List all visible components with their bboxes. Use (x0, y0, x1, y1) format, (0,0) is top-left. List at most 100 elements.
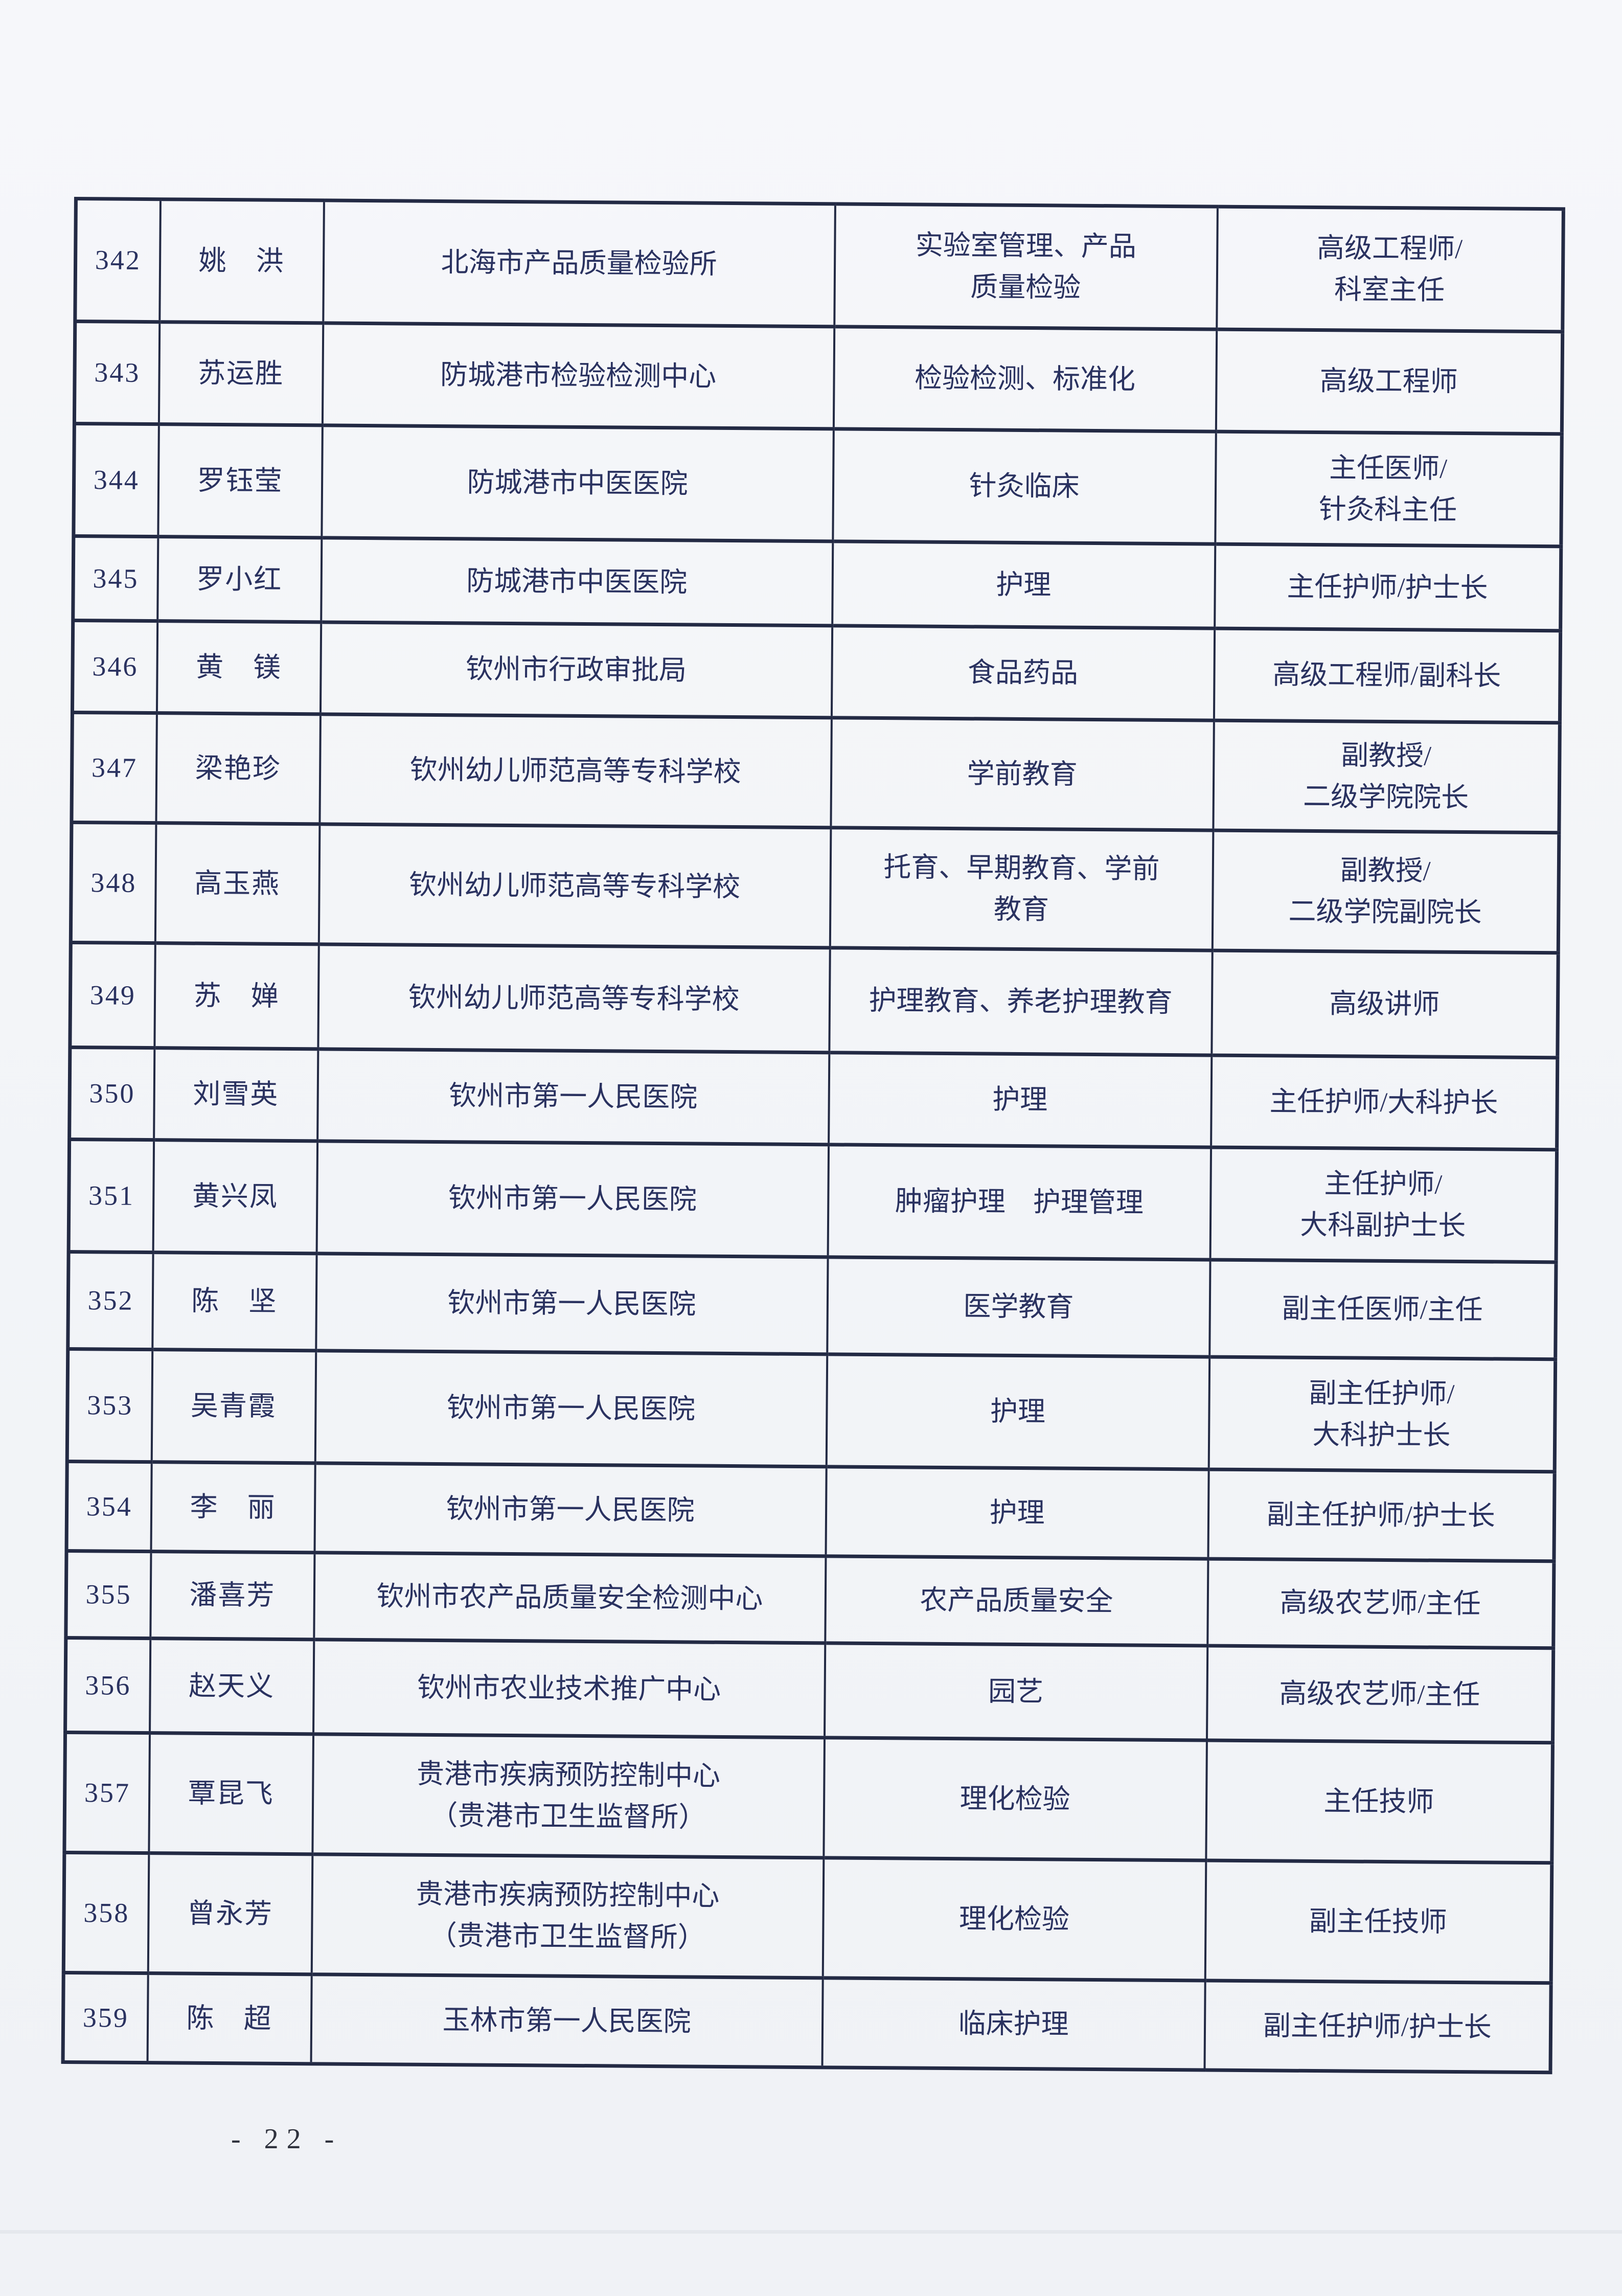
cell-professional-title: 副主任护师/ 大科护士长 (1208, 1357, 1556, 1472)
table-row: 359 陈 超 玉林市第一人民医院 临床护理 副主任护师/护士长 (63, 1972, 1551, 2073)
cell-professional-title: 主任护师/大科护长 (1210, 1055, 1558, 1150)
cell-professional-title: 副主任技师 (1205, 1860, 1552, 1983)
cell-professional-title: 主任护师/护士长 (1214, 544, 1561, 631)
cell-specialty-field: 肿瘤护理 护理管理 (828, 1144, 1211, 1260)
cell-person-name: 黄 镁 (156, 621, 321, 714)
cell-organization: 钦州市第一人民医院 (315, 1253, 828, 1354)
cell-specialty-field: 理化检验 (823, 1737, 1207, 1861)
cell-specialty-field: 护理 (828, 1052, 1212, 1148)
cell-specialty-field: 理化检验 (823, 1857, 1206, 1981)
cell-sequence-number: 356 (65, 1638, 150, 1733)
cell-sequence-number: 348 (71, 822, 156, 943)
cell-organization: 钦州市农产品质量安全检测中心 (313, 1552, 826, 1643)
table-row: 352 陈 坚 钦州市第一人民医院 医学教育 副主任医师/主任 (67, 1252, 1557, 1359)
table-row: 346 黄 镁 钦州市行政审批局 食品药品 高级工程师/副科长 (72, 620, 1561, 723)
cell-specialty-field: 园艺 (824, 1643, 1207, 1741)
table-row: 347 梁艳珍 钦州幼儿师范高等专科学校 学前教育 副教授/ 二级学院院长 (71, 712, 1560, 833)
cell-sequence-number: 359 (63, 1972, 148, 2063)
table-row: 354 李 丽 钦州市第一人民医院 护理 副主任护师/护士长 (66, 1461, 1555, 1561)
cell-person-name: 梁艳珍 (155, 713, 321, 824)
cell-organization: 钦州市行政审批局 (320, 622, 832, 718)
cell-organization: 钦州幼儿师范高等专科学校 (319, 714, 832, 828)
cell-specialty-field: 医学教育 (827, 1257, 1210, 1357)
cell-sequence-number: 351 (68, 1139, 154, 1253)
table-row: 353 吴青霞 钦州市第一人民医院 护理 副主任护师/ 大科护士长 (67, 1349, 1556, 1472)
cell-person-name: 罗钰莹 (157, 424, 323, 538)
cell-specialty-field: 农产品质量安全 (825, 1556, 1208, 1646)
cell-specialty-field: 检验检测、标准化 (833, 326, 1217, 432)
cell-specialty-field: 临床护理 (821, 1977, 1205, 2071)
table-row: 357 覃昆飞 贵港市疾病预防控制中心 （贵港市卫生监督所） 理化检验 主任技师 (64, 1732, 1553, 1863)
table-row: 358 曾永芳 贵港市疾病预防控制中心 （贵港市卫生监督所） 理化检验 副主任技… (63, 1852, 1552, 1983)
cell-sequence-number: 352 (67, 1252, 153, 1350)
cell-organization: 钦州市第一人民医院 (317, 1049, 829, 1145)
cell-person-name: 苏运胜 (158, 322, 323, 425)
cell-specialty-field: 实验室管理、产品 质量检验 (834, 203, 1218, 330)
cell-sequence-number: 346 (72, 620, 157, 713)
cell-organization: 钦州市第一人民医院 (315, 1350, 827, 1467)
cell-person-name: 高玉燕 (155, 823, 319, 944)
cell-person-name: 黄兴凤 (153, 1140, 317, 1254)
cell-organization: 北海市产品质量检验所 (323, 200, 835, 327)
cell-organization: 玉林市第一人民医院 (311, 1974, 823, 2067)
cell-person-name: 潘喜芳 (150, 1551, 314, 1640)
cell-organization: 防城港市中医医院 (321, 537, 833, 626)
cell-specialty-field: 护理 (825, 1466, 1209, 1559)
cell-organization: 钦州市第一人民医院 (314, 1463, 827, 1556)
cell-specialty-field: 护理 (826, 1354, 1209, 1470)
cell-sequence-number: 342 (75, 198, 161, 322)
cell-organization: 贵港市疾病预防控制中心 （贵港市卫生监督所） (312, 1734, 825, 1858)
cell-organization: 钦州幼儿师范高等专科学校 (317, 944, 830, 1053)
cell-person-name: 陈 超 (147, 1973, 312, 2064)
cell-sequence-number: 344 (73, 423, 159, 537)
cell-professional-title: 高级农艺师/主任 (1206, 1646, 1554, 1743)
cell-professional-title: 副教授/ 二级学院院长 (1213, 720, 1560, 833)
cell-organization: 钦州市第一人民医院 (316, 1141, 829, 1257)
cell-professional-title: 主任护师/ 大科副护士长 (1210, 1147, 1557, 1262)
cell-person-name: 李 丽 (151, 1462, 315, 1553)
cell-sequence-number: 343 (74, 321, 159, 424)
cell-sequence-number: 353 (67, 1349, 152, 1462)
cell-person-name: 刘雪英 (153, 1048, 318, 1141)
cell-professional-title: 副主任护师/护士长 (1204, 1981, 1551, 2073)
cell-professional-title: 高级工程师/副科长 (1214, 628, 1561, 723)
table-row: 350 刘雪英 钦州市第一人民医院 护理 主任护师/大科护长 (69, 1047, 1558, 1150)
cell-professional-title: 高级讲师 (1211, 950, 1559, 1058)
table-row: 344 罗钰莹 防城港市中医医院 针灸临床 主任医师/ 针灸科主任 (73, 423, 1562, 547)
cell-professional-title: 副教授/ 二级学院副院长 (1212, 830, 1559, 953)
cell-person-name: 赵天义 (149, 1638, 314, 1734)
cell-sequence-number: 349 (70, 942, 155, 1048)
cell-professional-title: 高级农艺师/主任 (1207, 1559, 1554, 1648)
cell-specialty-field: 食品药品 (831, 625, 1215, 721)
cell-person-name: 苏 婵 (154, 943, 319, 1049)
cell-professional-title: 主任技师 (1205, 1740, 1553, 1863)
cell-person-name: 罗小红 (157, 536, 322, 622)
cell-organization: 钦州幼儿师范高等专科学校 (318, 824, 831, 948)
roster-table-wrap: 342 姚 洪 北海市产品质量检验所 实验室管理、产品 质量检验 高级工程师/ … (61, 197, 1565, 2075)
cell-professional-title: 副主任医师/主任 (1209, 1260, 1557, 1359)
cell-specialty-field: 护理教育、养老护理教育 (829, 947, 1213, 1056)
cell-person-name: 曾永芳 (148, 1853, 312, 1974)
cell-professional-title: 高级工程师/ 科室主任 (1216, 207, 1564, 332)
cell-professional-title: 副主任护师/护士长 (1207, 1469, 1555, 1561)
cell-professional-title: 主任医师/ 针灸科主任 (1215, 431, 1562, 547)
cell-specialty-field: 托育、早期教育、学前 教育 (830, 827, 1213, 951)
cell-organization: 钦州市农业技术推广中心 (313, 1639, 825, 1738)
table-row: 343 苏运胜 防城港市检验检测中心 检验检测、标准化 高级工程师 (74, 321, 1563, 434)
table-row: 351 黄兴凤 钦州市第一人民医院 肿瘤护理 护理管理 主任护师/ 大科副护士长 (68, 1139, 1557, 1262)
cell-sequence-number: 347 (71, 712, 157, 823)
table-row: 356 赵天义 钦州市农业技术推广中心 园艺 高级农艺师/主任 (65, 1638, 1554, 1743)
cell-person-name: 姚 洪 (159, 199, 324, 323)
table-row: 342 姚 洪 北海市产品质量检验所 实验室管理、产品 质量检验 高级工程师/ … (75, 198, 1564, 332)
cell-sequence-number: 355 (65, 1551, 151, 1639)
scan-artifact-line (0, 2230, 1622, 2234)
cell-sequence-number: 345 (73, 536, 158, 621)
cell-sequence-number: 354 (66, 1461, 152, 1552)
cell-specialty-field: 学前教育 (830, 717, 1214, 831)
cell-sequence-number: 358 (63, 1852, 149, 1973)
cell-specialty-field: 针灸临床 (832, 428, 1216, 544)
cell-organization: 防城港市中医医院 (321, 425, 834, 541)
table-row: 349 苏 婵 钦州幼儿师范高等专科学校 护理教育、养老护理教育 高级讲师 (70, 942, 1559, 1058)
cell-specialty-field: 护理 (832, 541, 1215, 629)
